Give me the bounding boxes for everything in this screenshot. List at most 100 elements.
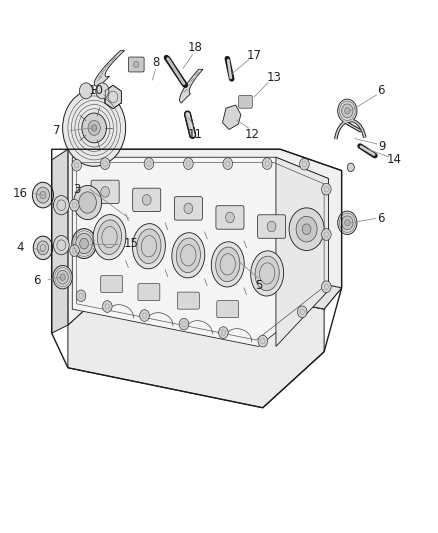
Polygon shape (72, 157, 328, 346)
Text: 5: 5 (255, 279, 262, 292)
Ellipse shape (132, 224, 166, 269)
Circle shape (321, 229, 331, 240)
Polygon shape (180, 69, 203, 103)
Polygon shape (68, 269, 324, 408)
Polygon shape (52, 149, 68, 333)
Circle shape (321, 281, 331, 293)
Ellipse shape (172, 233, 205, 278)
Circle shape (134, 61, 139, 68)
Circle shape (53, 265, 72, 289)
Text: 13: 13 (266, 71, 281, 84)
Circle shape (79, 83, 92, 99)
FancyBboxPatch shape (138, 284, 160, 301)
Text: 3: 3 (73, 183, 80, 196)
FancyBboxPatch shape (239, 95, 252, 108)
Text: 16: 16 (12, 187, 27, 200)
Circle shape (70, 199, 79, 211)
Circle shape (32, 182, 53, 208)
Circle shape (92, 125, 97, 131)
Polygon shape (276, 157, 328, 346)
Circle shape (262, 158, 272, 169)
Circle shape (223, 158, 233, 169)
Circle shape (82, 113, 106, 143)
Text: 15: 15 (124, 237, 139, 250)
Ellipse shape (137, 229, 161, 263)
Circle shape (53, 236, 69, 255)
Circle shape (342, 104, 353, 118)
Ellipse shape (251, 251, 284, 296)
Circle shape (338, 99, 357, 123)
Circle shape (226, 212, 234, 223)
Circle shape (101, 187, 110, 197)
Circle shape (63, 90, 126, 166)
Circle shape (88, 120, 100, 135)
FancyBboxPatch shape (177, 292, 199, 309)
Circle shape (338, 211, 357, 235)
Circle shape (33, 236, 53, 260)
Circle shape (144, 158, 154, 169)
Polygon shape (129, 248, 342, 309)
FancyBboxPatch shape (101, 276, 123, 293)
Circle shape (219, 327, 228, 338)
Ellipse shape (211, 242, 244, 287)
Circle shape (342, 216, 353, 230)
FancyBboxPatch shape (128, 57, 144, 72)
Circle shape (267, 221, 276, 232)
Text: 6: 6 (377, 212, 385, 225)
Circle shape (302, 224, 311, 235)
Circle shape (70, 245, 79, 256)
Circle shape (300, 158, 309, 170)
Circle shape (72, 159, 81, 171)
FancyBboxPatch shape (91, 180, 119, 204)
Circle shape (37, 241, 49, 255)
Polygon shape (105, 85, 121, 109)
Text: 4: 4 (16, 241, 24, 254)
FancyBboxPatch shape (258, 215, 286, 238)
Circle shape (258, 335, 268, 347)
FancyBboxPatch shape (216, 206, 244, 229)
Circle shape (179, 318, 189, 330)
Text: 17: 17 (247, 50, 261, 62)
Circle shape (347, 163, 354, 172)
Text: 6: 6 (377, 84, 385, 97)
Circle shape (184, 203, 193, 214)
Circle shape (40, 191, 46, 199)
Ellipse shape (255, 256, 279, 290)
Circle shape (60, 274, 65, 280)
Text: 9: 9 (378, 140, 386, 153)
Circle shape (102, 301, 112, 312)
Circle shape (100, 158, 110, 169)
FancyBboxPatch shape (217, 301, 239, 318)
FancyBboxPatch shape (174, 197, 202, 220)
Text: 7: 7 (53, 124, 61, 137)
Circle shape (79, 192, 96, 213)
Text: 6: 6 (33, 274, 41, 287)
Ellipse shape (97, 220, 122, 254)
Text: 11: 11 (187, 128, 202, 141)
Circle shape (289, 208, 324, 251)
Circle shape (74, 185, 102, 220)
Circle shape (345, 108, 350, 114)
Ellipse shape (215, 247, 240, 281)
Circle shape (76, 233, 92, 254)
Circle shape (345, 220, 350, 226)
Circle shape (297, 306, 307, 318)
Polygon shape (223, 105, 241, 130)
Circle shape (76, 290, 86, 302)
Polygon shape (94, 51, 124, 86)
Circle shape (321, 183, 331, 195)
Circle shape (53, 196, 69, 215)
Text: 8: 8 (152, 56, 159, 69)
Text: 18: 18 (187, 42, 202, 54)
Text: 10: 10 (89, 84, 104, 97)
Ellipse shape (176, 238, 201, 272)
Ellipse shape (93, 215, 126, 260)
Circle shape (296, 216, 317, 242)
Text: 14: 14 (387, 154, 402, 166)
Circle shape (57, 270, 68, 284)
Circle shape (80, 238, 88, 249)
Circle shape (142, 195, 151, 205)
Circle shape (140, 310, 149, 321)
Text: 12: 12 (244, 128, 259, 141)
Circle shape (96, 83, 109, 99)
